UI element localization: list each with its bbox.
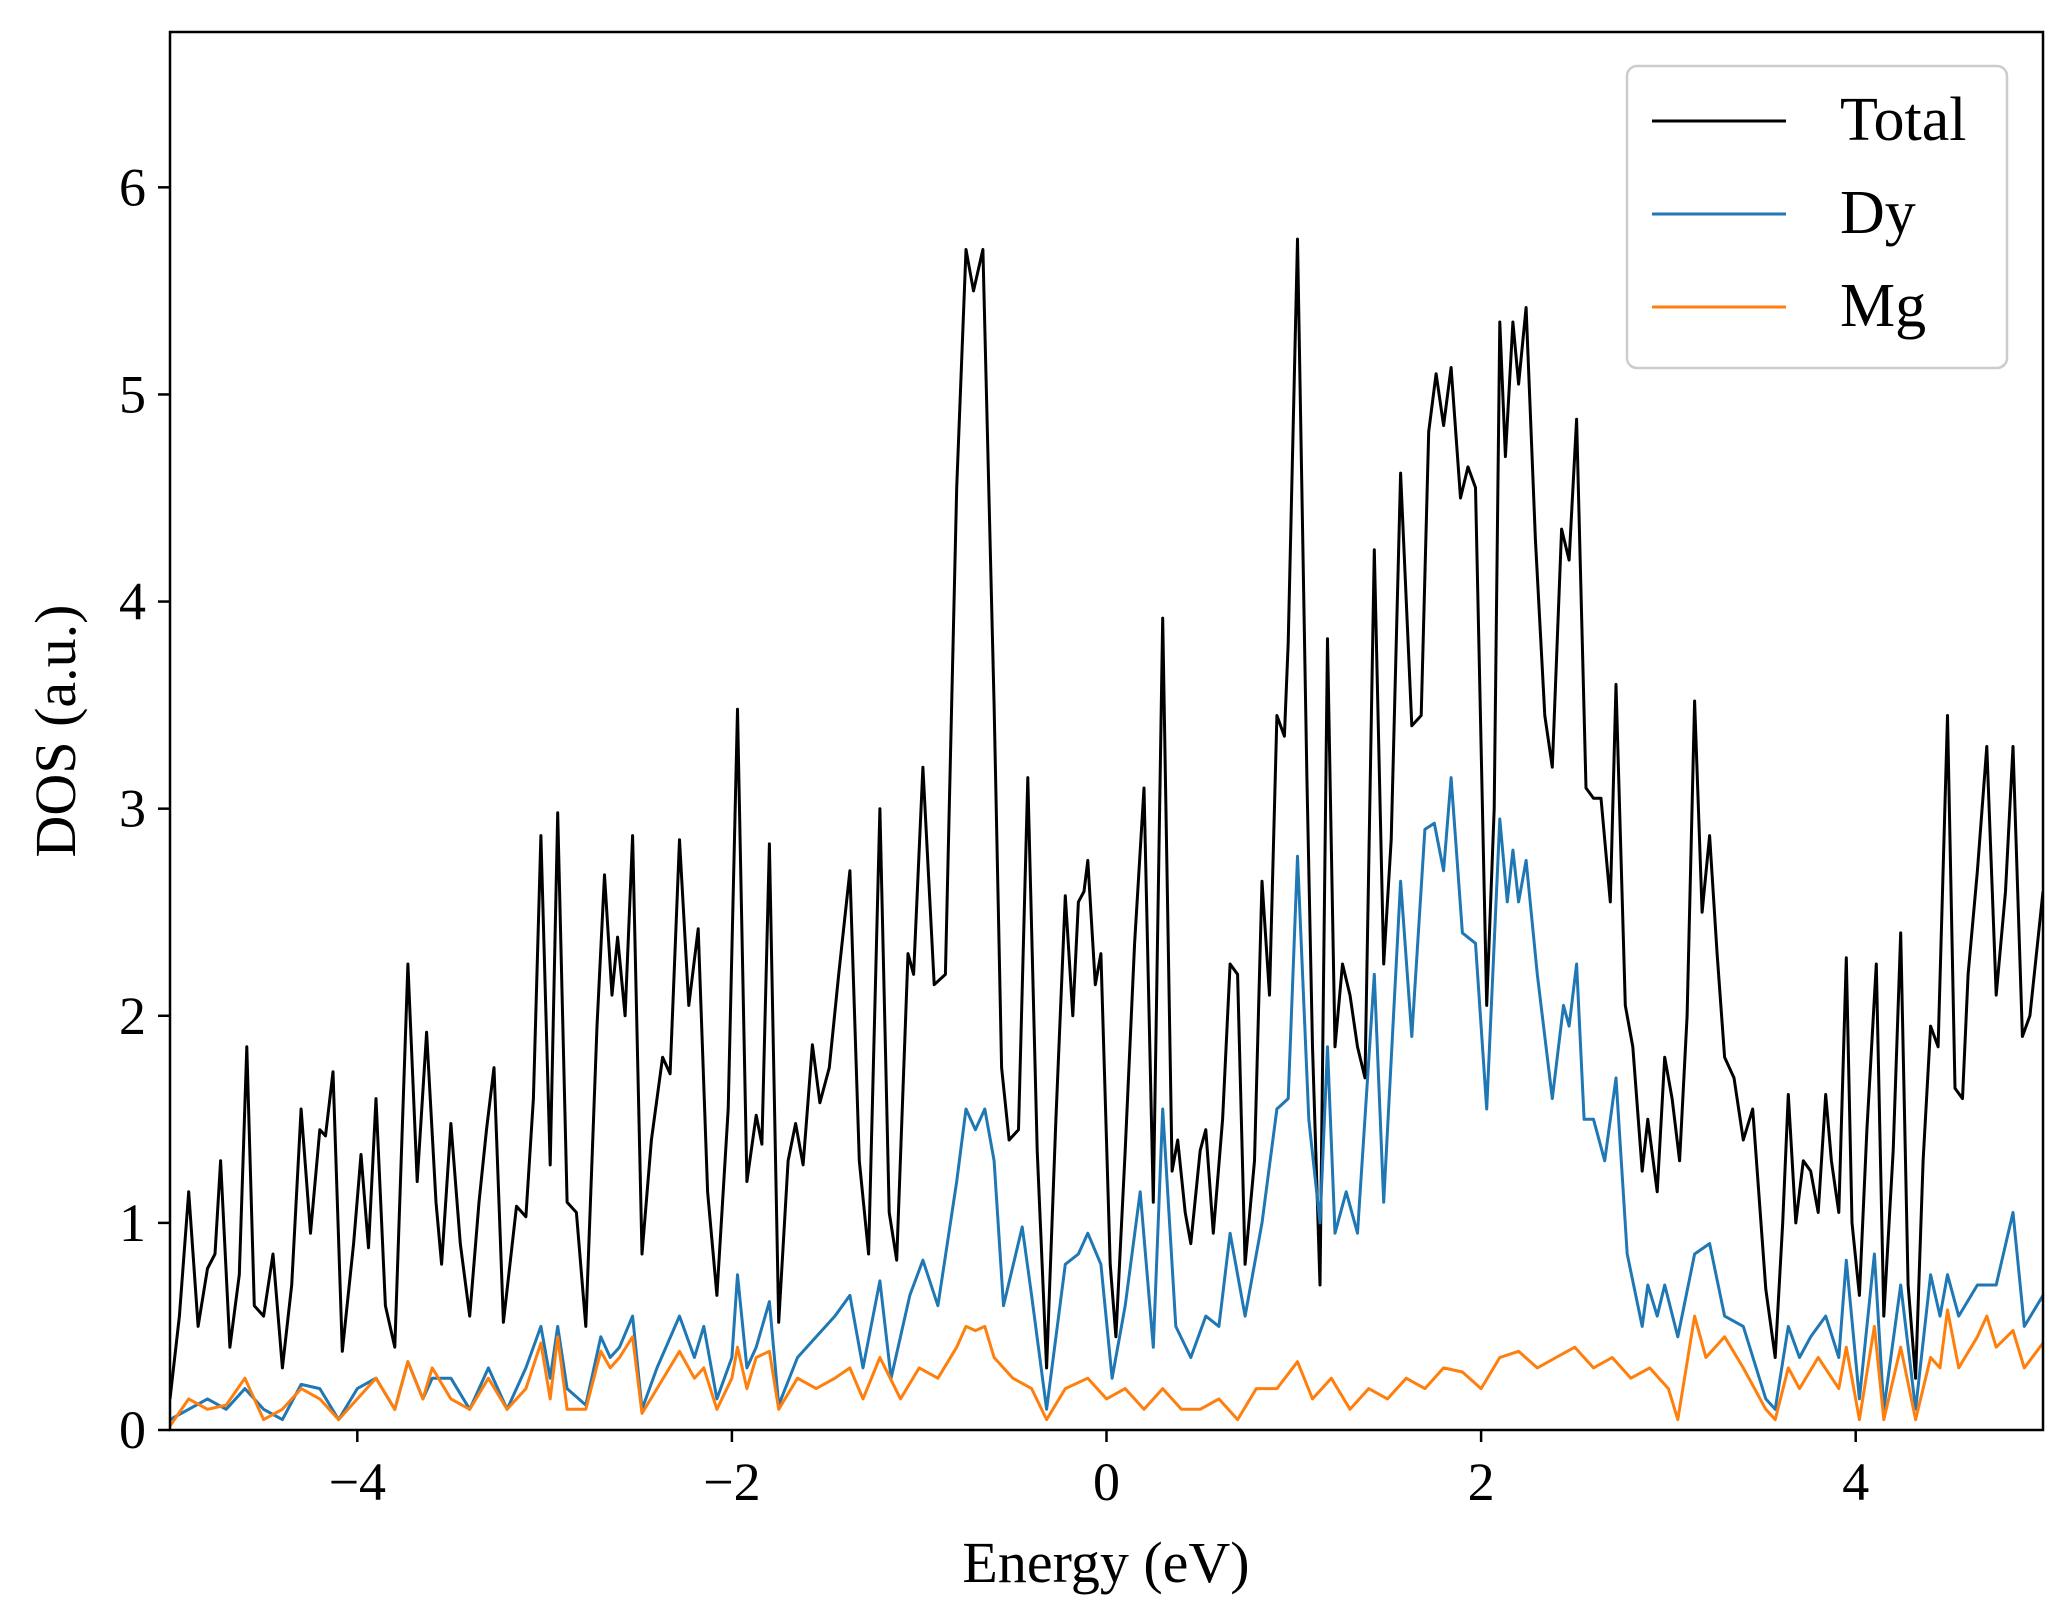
x-tick-label: 4 (1842, 1452, 1869, 1512)
y-tick-label: 6 (119, 157, 146, 217)
legend-label-mg: Mg (1840, 272, 1926, 340)
y-axis-label: DOS (a.u.) (23, 605, 88, 858)
x-tick-label: −2 (703, 1452, 760, 1512)
ticks-layer: −4 −2 0 2 4 0 1 2 3 4 5 6 (119, 157, 1869, 1512)
y-tick-label: 5 (119, 364, 146, 424)
y-tick-label: 0 (119, 1400, 146, 1460)
x-axis-label: Energy (eV) (962, 1530, 1249, 1595)
legend-label-dy: Dy (1840, 179, 1916, 247)
legend-box (1625, 64, 2009, 370)
y-tick-label: 2 (119, 986, 146, 1046)
y-tick-label: 3 (119, 779, 146, 839)
legend-label-total: Total (1840, 86, 1967, 154)
series-line-mg (170, 1308, 2043, 1427)
y-tick-label: 4 (119, 572, 146, 632)
series-layer (170, 237, 2043, 1427)
legend: Total Dy Mg (1625, 64, 2009, 370)
x-tick-label: 0 (1093, 1452, 1120, 1512)
x-tick-label: −4 (329, 1452, 386, 1512)
series-line-total (170, 237, 2043, 1400)
x-tick-label: 2 (1468, 1452, 1495, 1512)
series-line-dy (170, 776, 2043, 1422)
y-tick-label: 1 (119, 1193, 146, 1253)
